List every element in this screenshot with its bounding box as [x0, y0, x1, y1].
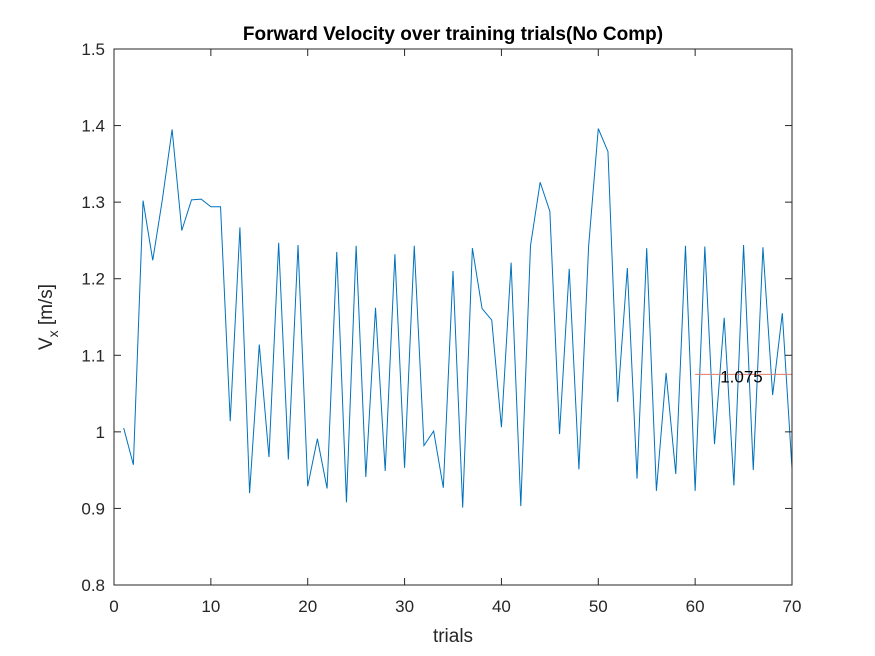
y-tick-label: 1.3	[81, 193, 105, 212]
y-tick-label: 0.8	[81, 576, 105, 595]
x-tick-label: 20	[298, 597, 317, 616]
y-axis-title-subscript: x	[45, 330, 61, 337]
axes-box	[113, 48, 793, 586]
x-tick-label: 60	[686, 597, 705, 616]
x-tick-label: 70	[783, 597, 802, 616]
x-axis-title: trials	[433, 626, 473, 647]
y-tick-label: 0.9	[81, 499, 105, 518]
x-tick-label: 10	[201, 597, 220, 616]
annotation-label: 1.075	[720, 367, 763, 386]
y-axis-title-main: V	[36, 337, 57, 350]
y-tick-label: 1.4	[81, 117, 105, 136]
x-tick-label: 50	[589, 597, 608, 616]
y-tick-label: 1.2	[81, 270, 105, 289]
series-line-velocity	[123, 128, 793, 508]
y-tick-label: 1.5	[81, 40, 105, 59]
y-tick-label: 1.1	[81, 346, 105, 365]
x-tick-label: 0	[109, 597, 118, 616]
y-tick-label: 1	[96, 423, 105, 442]
tick-labels-layer: 0 10 20 30 40 50 60 70 0.8 0.9 1 1.1 1.2 1.3 1.4 1.5	[81, 40, 801, 616]
y-axis-title-unit: [m/s]	[36, 284, 57, 330]
series-layer	[123, 128, 793, 508]
y-axis-title: Vx [m/s]	[36, 284, 61, 350]
ticks-layer	[113, 48, 793, 586]
x-tick-label: 30	[395, 597, 414, 616]
x-tick-label: 40	[492, 597, 511, 616]
plot-area	[114, 49, 792, 585]
chart-title: Forward Velocity over training trials(No…	[243, 24, 663, 45]
